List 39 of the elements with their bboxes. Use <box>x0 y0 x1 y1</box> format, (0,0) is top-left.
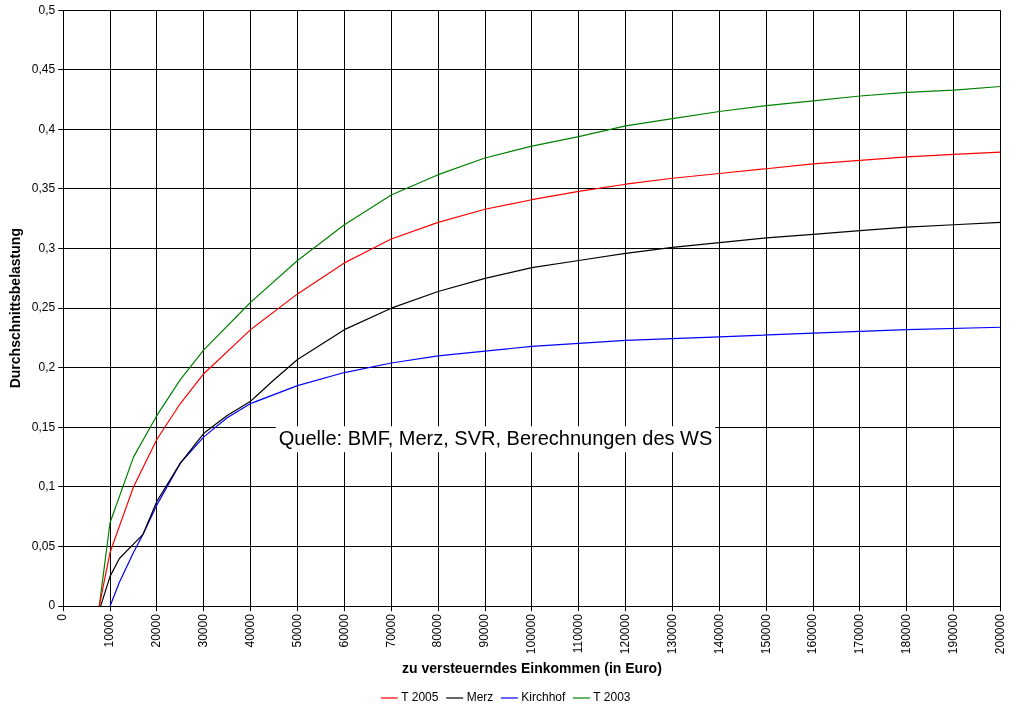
x-tick-label: 40000 <box>242 613 257 648</box>
x-tick-label: 160000 <box>805 613 820 655</box>
x-tick-label: 130000 <box>664 613 679 655</box>
x-tick-label: 90000 <box>477 613 492 648</box>
x-tick-label: 80000 <box>430 613 445 648</box>
x-axis-title: zu versteuerndes Einkommen (in Euro) <box>401 660 662 677</box>
x-tick-label: 170000 <box>852 613 867 655</box>
x-tick-label: 50000 <box>289 613 304 648</box>
x-tick-label: 30000 <box>196 613 211 648</box>
y-tick-label: 0 <box>48 598 56 613</box>
y-tick-label: 0,1 <box>38 479 56 494</box>
x-tick-label: 60000 <box>336 613 351 648</box>
x-tick-label: 110000 <box>571 613 586 654</box>
y-tick-label: 0,2 <box>38 360 56 375</box>
x-tick-label: 100000 <box>524 613 539 655</box>
y-tick-label: 0,25 <box>31 300 56 315</box>
x-tick-label: 70000 <box>383 613 398 648</box>
legend-label: T 2005 <box>401 690 439 705</box>
x-tick-label: 180000 <box>899 613 914 655</box>
x-tick-label: 0 <box>55 613 70 621</box>
y-tick-label: 0,3 <box>38 240 56 255</box>
annotation: Quelle: BMF, Merz, SVR, Berechnungen des WS <box>278 426 713 449</box>
x-tick-label: 140000 <box>711 613 726 655</box>
legend-label: T 2003 <box>593 690 631 705</box>
y-tick-label: 0,4 <box>38 121 56 136</box>
x-tick-label: 10000 <box>102 613 117 648</box>
x-tick-label: 200000 <box>992 613 1007 655</box>
y-tick-label: 0,45 <box>31 62 56 77</box>
y-tick-label: 0,5 <box>38 2 56 17</box>
x-tick-label: 190000 <box>946 613 961 655</box>
x-tick-label: 120000 <box>617 613 632 655</box>
legend-label: Kirchhof <box>521 690 567 705</box>
x-tick-label: 20000 <box>149 613 164 648</box>
legend-label: Merz <box>466 690 494 705</box>
y-tick-label: 0,35 <box>31 181 56 196</box>
y-tick-label: 0,15 <box>31 419 56 434</box>
x-tick-label: 150000 <box>758 613 773 655</box>
y-tick-label: 0,05 <box>31 538 56 553</box>
y-axis-title: Durchschnittsbelastung <box>7 228 24 389</box>
